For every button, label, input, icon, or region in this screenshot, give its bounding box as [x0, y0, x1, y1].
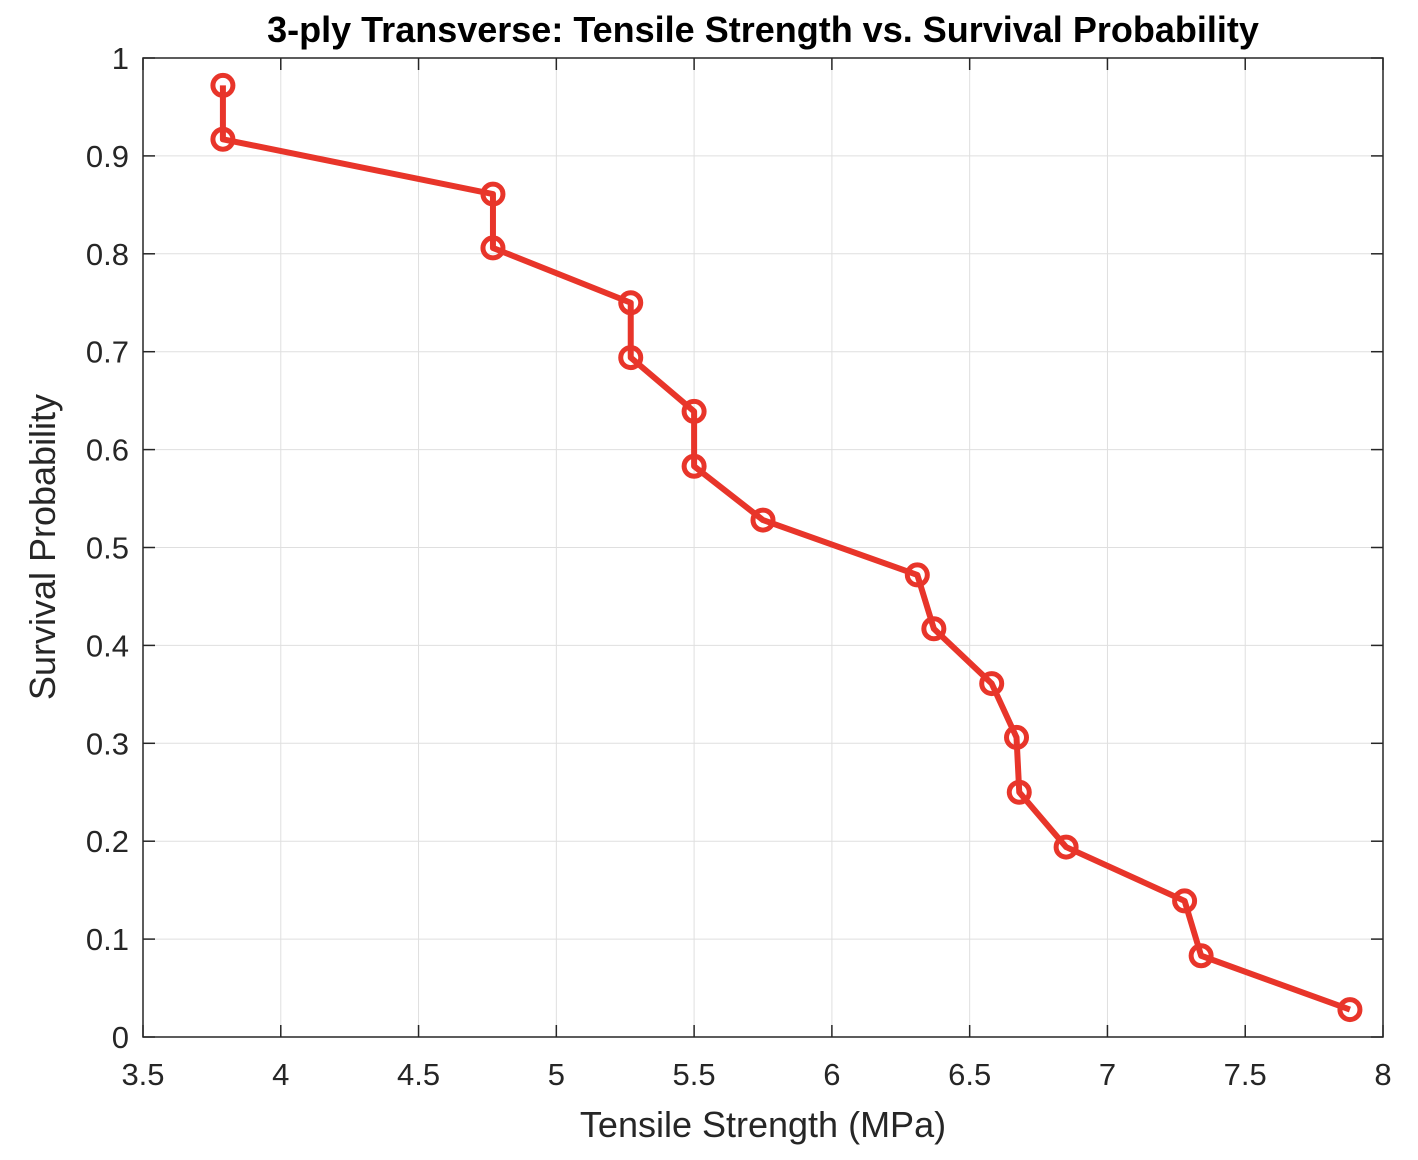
- series: [210, 72, 1363, 1023]
- data-point: [904, 562, 930, 588]
- y-axis-label: Survival Probability: [22, 394, 63, 700]
- y-tick-label: 0.4: [86, 628, 129, 663]
- data-point: [921, 616, 947, 642]
- data-point: [1053, 834, 1079, 860]
- data-point: [210, 72, 236, 98]
- x-tick-label: 8: [1374, 1057, 1391, 1092]
- x-tick-label: 5: [548, 1057, 565, 1092]
- x-axis-label: Tensile Strength (MPa): [580, 1104, 946, 1145]
- data-point: [618, 345, 644, 371]
- y-tick-label: 0.9: [86, 139, 129, 174]
- ticks: 3.5 4 4.5 5 5.5 6 6.5 7 7.5 8 0 0.1 0.2 0.3 0.4 0.5 0.6 0…: [86, 41, 1392, 1092]
- data-point: [681, 398, 707, 424]
- data-point: [1188, 943, 1214, 969]
- y-tick-label: 0.5: [86, 531, 129, 566]
- y-tick-label: 0.6: [86, 433, 129, 468]
- data-point: [618, 290, 644, 316]
- x-tick-label: 6.5: [948, 1057, 991, 1092]
- data-point: [1006, 779, 1032, 805]
- chart-title: 3-ply Transverse: Tensile Strength vs. S…: [267, 9, 1259, 50]
- data-point: [1172, 888, 1198, 914]
- grid: [142, 57, 1384, 1038]
- y-tick-label: 0.7: [86, 335, 129, 370]
- x-tick-label: 7.5: [1224, 1057, 1267, 1092]
- y-tick-label: 0.8: [86, 237, 129, 272]
- data-point: [480, 181, 506, 207]
- x-tick-label: 7: [1099, 1057, 1116, 1092]
- data-point: [681, 453, 707, 479]
- y-tick-label: 1: [112, 41, 129, 76]
- y-tick-label: 0.1: [86, 922, 129, 957]
- data-point: [979, 671, 1005, 697]
- x-tick-label: 5.5: [673, 1057, 716, 1092]
- data-point: [1004, 724, 1030, 750]
- data-point: [210, 126, 236, 152]
- x-tick-label: 4: [272, 1057, 289, 1092]
- x-tick-label: 6: [823, 1057, 840, 1092]
- x-tick-label: 3.5: [121, 1057, 164, 1092]
- data-point: [480, 235, 506, 261]
- x-tick-label: 4.5: [397, 1057, 440, 1092]
- y-tick-label: 0.2: [86, 824, 129, 859]
- data-point: [1337, 997, 1363, 1023]
- data-point: [750, 507, 776, 533]
- y-tick-label: 0.3: [86, 726, 129, 761]
- y-tick-label: 0: [112, 1020, 129, 1055]
